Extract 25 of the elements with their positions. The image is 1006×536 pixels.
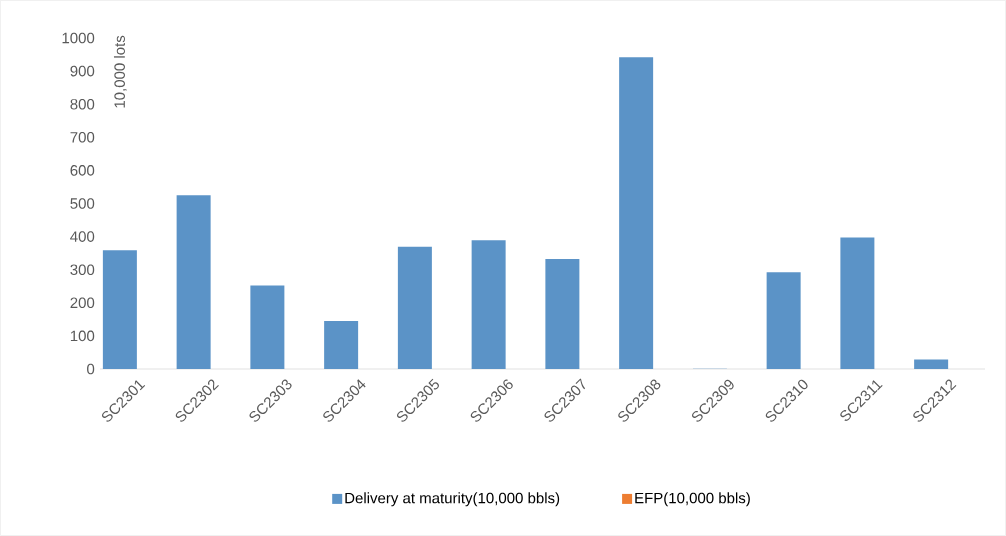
y-tick-label: 700 [70,131,95,143]
y-tick-label: 400 [70,231,95,242]
y-tick-label: 1000 [62,32,95,44]
y-tick-label: 200 [70,297,95,309]
bar [471,240,506,369]
y-tick-label: 800 [70,98,95,110]
bar [102,250,137,369]
y-tick-label: 300 [70,264,95,275]
bar [250,285,285,369]
bar [324,321,359,369]
y-tick-label: 600 [70,165,95,176]
y-tick-label: 100 [70,330,95,342]
bar [619,57,654,369]
bar [914,359,949,369]
bar [397,246,432,369]
y-tick-label: 0 [87,363,95,375]
legend-label: Delivery at maturity(10,000 bbls) [345,492,560,507]
y-axis-title: 10,000 lots [113,35,127,108]
bar [766,272,801,369]
bar [545,259,580,369]
bar [840,237,875,369]
y-tick-label: 900 [70,65,95,77]
bar [176,195,211,369]
legend-label: EFP(10,000 bbls) [635,492,750,507]
y-tick-label: 500 [70,198,95,209]
